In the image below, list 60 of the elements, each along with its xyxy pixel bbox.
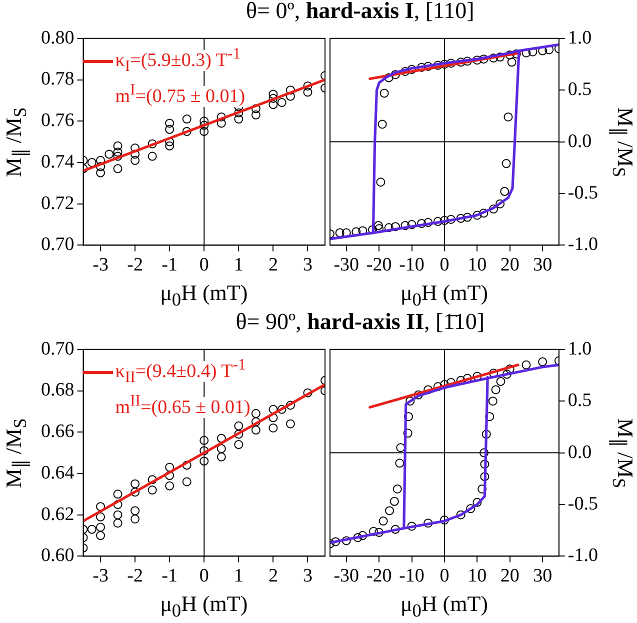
- x-tick-label: 20: [500, 254, 520, 276]
- x-tick-label: -2: [127, 566, 143, 587]
- y-tick-label: 0.60: [41, 545, 74, 566]
- x-tick-label: 0: [199, 566, 209, 587]
- x-tick-label: -3: [92, 566, 108, 587]
- y2-tick-label: 0.5: [568, 390, 592, 412]
- y-tick-label: 0.64: [41, 462, 75, 484]
- x-tick-label: 10: [468, 566, 487, 587]
- y-tick-label: 0.68: [41, 380, 74, 401]
- x-axis-title: μ$_{0}$H (mT): [400, 280, 488, 310]
- y2-tick-label: -1.0: [568, 545, 598, 566]
- y-tick-label: 0.66: [41, 421, 74, 442]
- x-tick-label: 2: [268, 566, 278, 587]
- y-tick-label: 0.70: [41, 234, 74, 256]
- x-tick-label: 30: [533, 254, 552, 276]
- x-tick-label: -2: [127, 254, 143, 276]
- x-tick-label: -20: [366, 566, 392, 587]
- x-tick-label: 0: [440, 566, 450, 587]
- x-tick-label: -30: [334, 566, 360, 587]
- annotation: m$^{I}$=(0.75 ± 0.01): [115, 82, 246, 107]
- y2-tick-label: 1.0: [568, 338, 592, 360]
- y-tick-label: 0.72: [41, 192, 74, 214]
- y2-tick-label: 0.0: [568, 130, 592, 152]
- y-tick-label: 0.70: [41, 338, 74, 360]
- x-tick-label: 0: [440, 254, 450, 276]
- x-axis-title: μ$_{0}$H (mT): [160, 280, 248, 310]
- chart-title: θ= 0º, hard-axis I, [110]: [244, 0, 476, 24]
- x-tick-label: -20: [366, 254, 392, 276]
- x-tick-label: 2: [268, 254, 278, 276]
- legend-label: κ$_{I}$=(5.9±0.3) T$^{-1}$: [115, 45, 241, 75]
- y-tick-label: 0.80: [41, 27, 74, 48]
- annotation: m$^{II}$=(0.65 ± 0.01): [115, 392, 250, 418]
- x-tick-label: 1: [234, 254, 244, 276]
- y2-tick-label: 0.0: [568, 442, 592, 463]
- x-tick-label: 20: [500, 566, 520, 587]
- x-tick-label: -10: [399, 566, 424, 587]
- legend-label: κ$_{II}$=(9.4±0.4) T$^{-1}$: [115, 356, 246, 386]
- x-axis-title: μ$_{0}$H (mT): [400, 591, 488, 622]
- x-tick-label: 3: [302, 566, 312, 587]
- y-tick-label: 0.74: [41, 151, 75, 172]
- x-tick-label: 10: [468, 254, 487, 276]
- x-tick-label: -10: [399, 254, 424, 276]
- y-tick-label: 0.78: [41, 68, 74, 90]
- y-tick-label: 0.76: [41, 110, 74, 132]
- chart-title: θ= 90º, hard-axis II, [1̄10]: [234, 309, 486, 335]
- x-tick-label: -1: [162, 254, 178, 276]
- x-tick-label: -3: [92, 254, 108, 276]
- y2-tick-label: -1.0: [568, 234, 598, 256]
- x-tick-label: 3: [302, 254, 312, 276]
- y2-tick-label: -0.5: [568, 182, 598, 204]
- y2-tick-label: 0.5: [568, 79, 592, 100]
- x-tick-label: 0: [199, 254, 209, 276]
- x-axis-title: μ$_{0}$H (mT): [160, 591, 248, 622]
- y2-tick-label: 1.0: [568, 27, 592, 48]
- y2-tick-label: -0.5: [568, 493, 598, 514]
- x-tick-label: 1: [234, 566, 244, 587]
- x-tick-label: 30: [533, 566, 552, 587]
- x-tick-label: -30: [334, 254, 360, 276]
- x-tick-label: -1: [162, 566, 178, 587]
- y-tick-label: 0.62: [41, 504, 74, 525]
